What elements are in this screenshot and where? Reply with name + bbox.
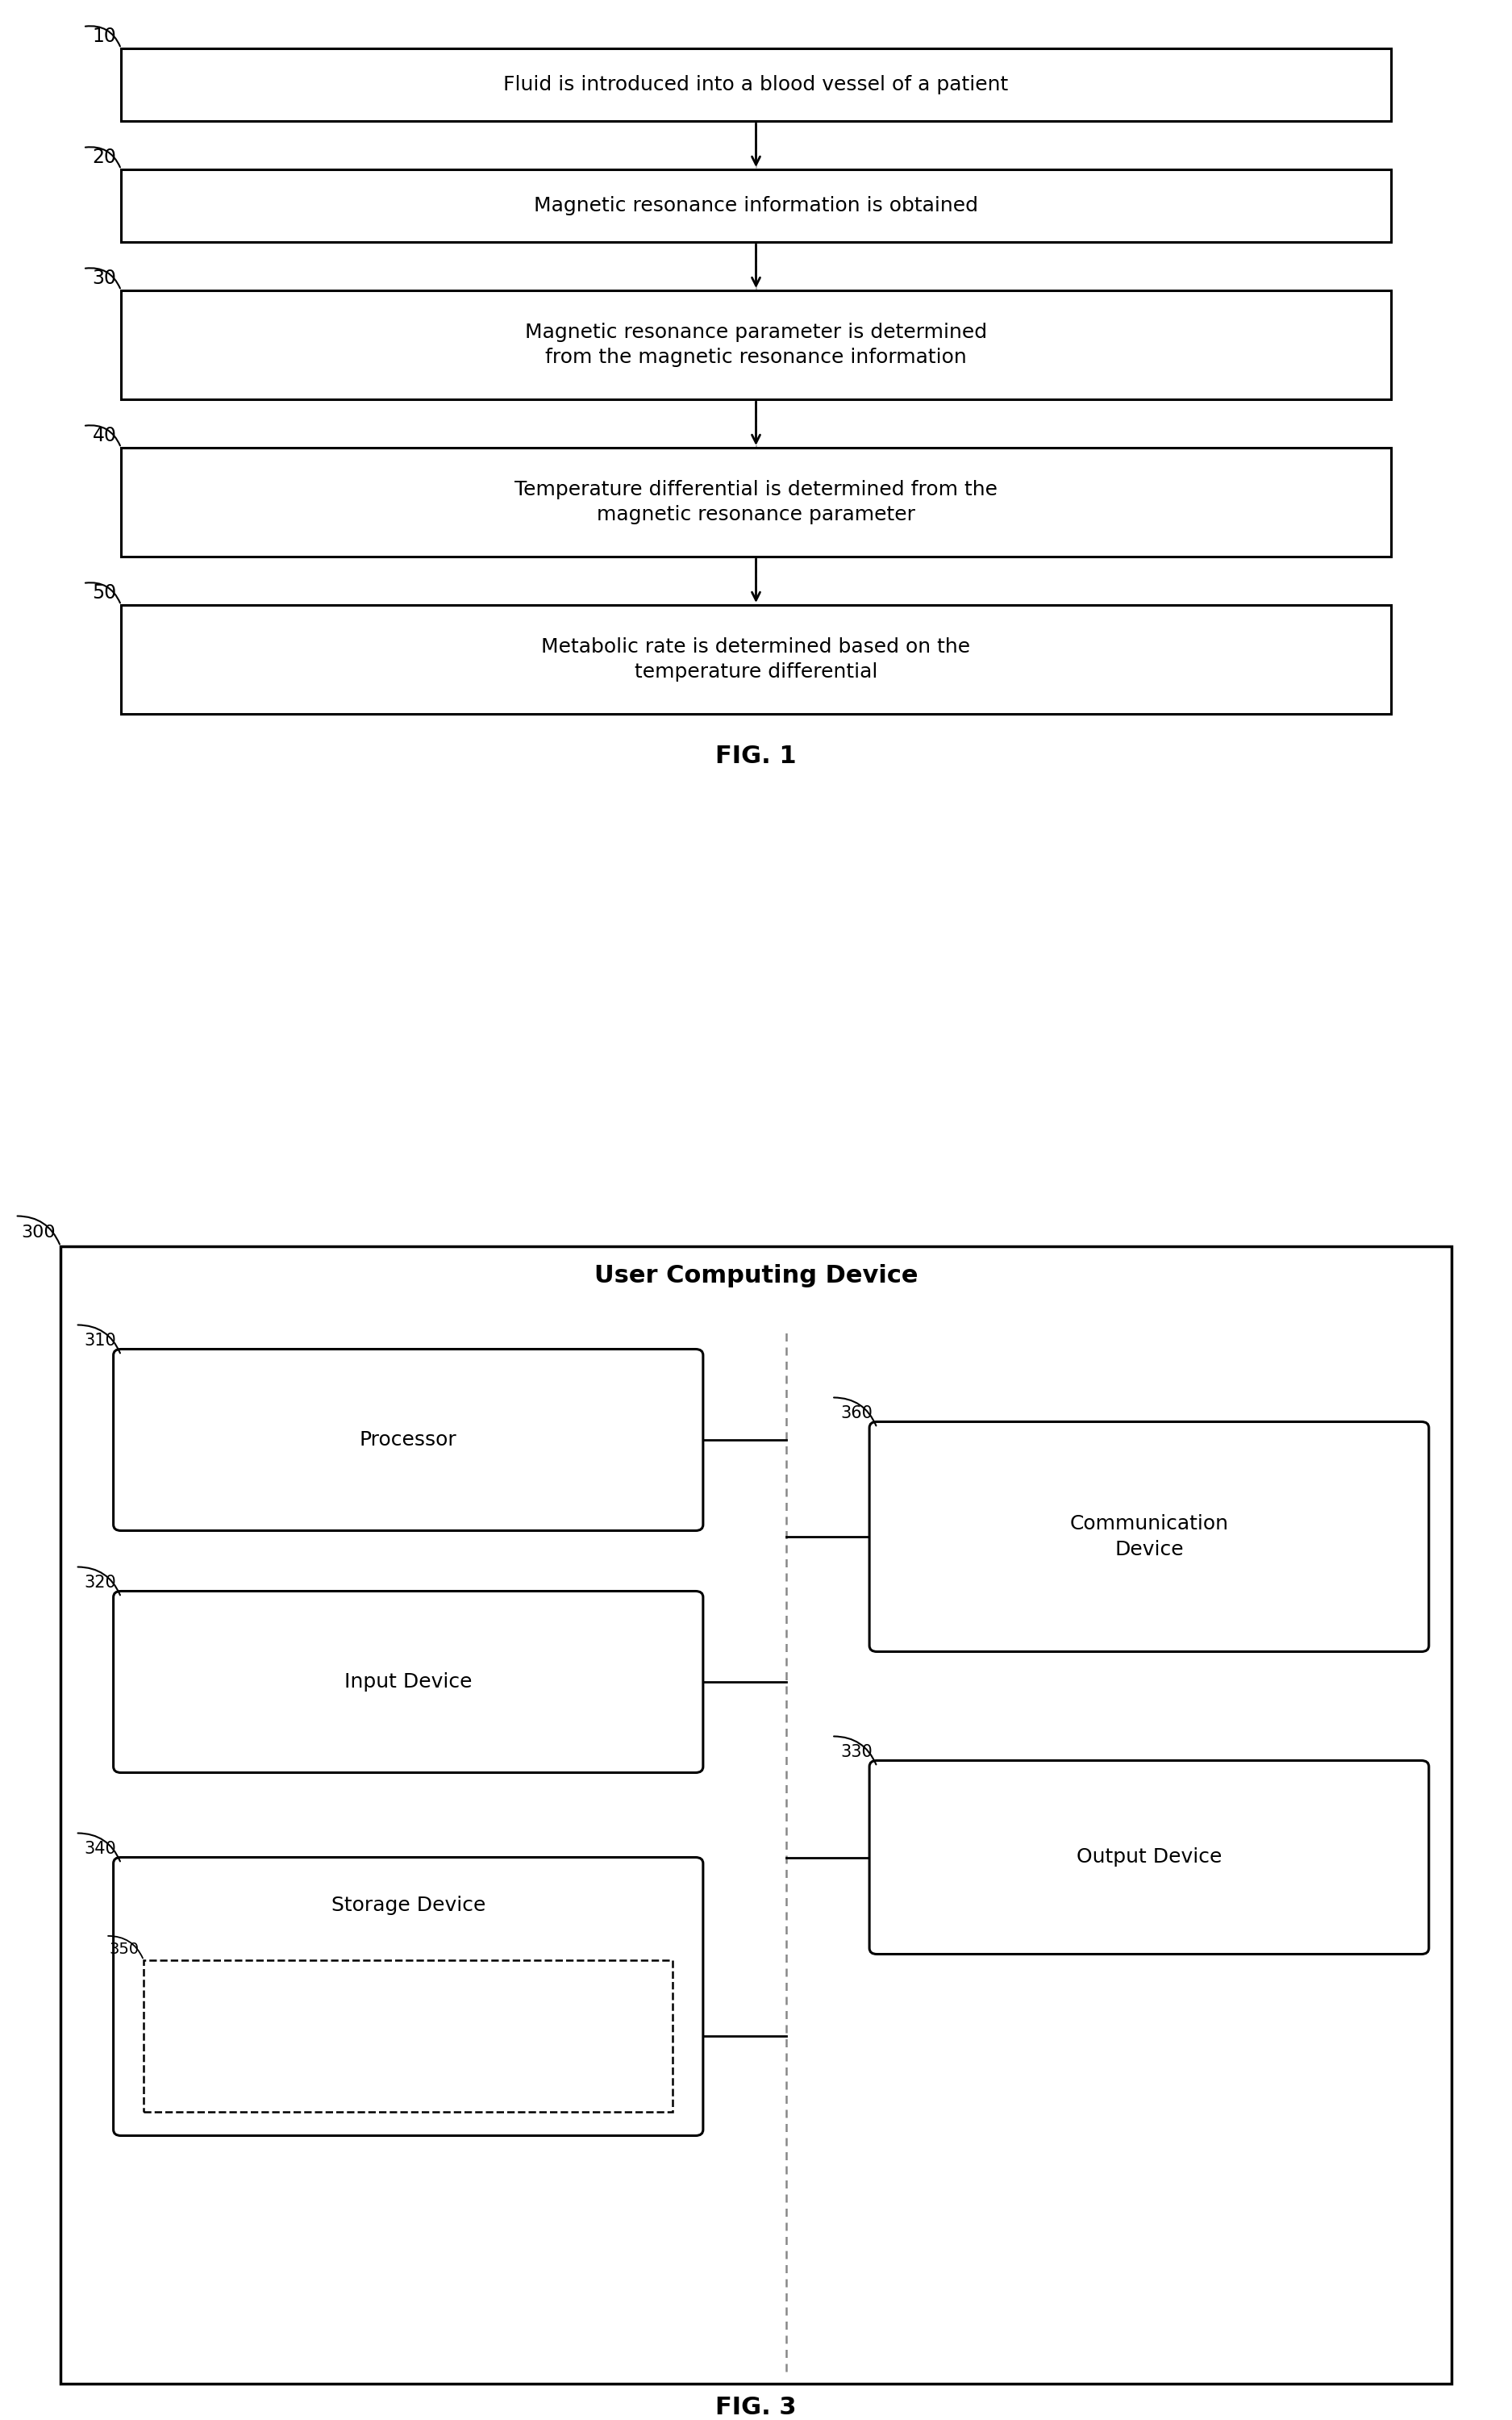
FancyBboxPatch shape <box>113 1592 703 1771</box>
Text: Output Device: Output Device <box>1077 1849 1222 1868</box>
Text: Communication
Device: Communication Device <box>1069 1515 1229 1558</box>
FancyBboxPatch shape <box>869 1423 1429 1650</box>
Text: Client Software: Client Software <box>336 2026 481 2045</box>
Text: FIG. 1: FIG. 1 <box>715 745 797 767</box>
FancyBboxPatch shape <box>113 1350 703 1532</box>
Text: 50: 50 <box>92 583 116 603</box>
Text: Magnetic resonance parameter is determined
from the magnetic resonance informati: Magnetic resonance parameter is determin… <box>525 322 987 368</box>
FancyBboxPatch shape <box>869 1762 1429 1955</box>
FancyBboxPatch shape <box>121 605 1391 714</box>
Text: 20: 20 <box>92 148 116 167</box>
FancyBboxPatch shape <box>144 1960 673 2110</box>
FancyBboxPatch shape <box>121 169 1391 242</box>
FancyBboxPatch shape <box>121 48 1391 121</box>
Text: Storage Device: Storage Device <box>331 1897 485 1917</box>
Text: Input Device: Input Device <box>345 1672 472 1692</box>
Text: FIG. 3: FIG. 3 <box>715 2396 797 2420</box>
Text: 30: 30 <box>92 269 116 288</box>
Text: Fluid is introduced into a blood vessel of a patient: Fluid is introduced into a blood vessel … <box>503 75 1009 94</box>
Text: User Computing Device: User Computing Device <box>594 1263 918 1287</box>
Text: Metabolic rate is determined based on the
temperature differential: Metabolic rate is determined based on th… <box>541 636 971 682</box>
FancyBboxPatch shape <box>60 1246 1452 2384</box>
Text: 40: 40 <box>92 426 116 445</box>
Text: 320: 320 <box>85 1575 116 1592</box>
Text: 10: 10 <box>92 27 116 46</box>
Text: 330: 330 <box>841 1745 872 1762</box>
Text: Temperature differential is determined from the
magnetic resonance parameter: Temperature differential is determined f… <box>514 479 998 525</box>
Text: Magnetic resonance information is obtained: Magnetic resonance information is obtain… <box>534 196 978 215</box>
Text: 340: 340 <box>85 1842 116 1859</box>
FancyBboxPatch shape <box>121 448 1391 557</box>
Text: Processor: Processor <box>360 1430 457 1450</box>
FancyBboxPatch shape <box>113 1859 703 2137</box>
FancyBboxPatch shape <box>121 290 1391 399</box>
Text: 300: 300 <box>21 1225 56 1239</box>
Text: 350: 350 <box>109 1941 139 1955</box>
Text: 310: 310 <box>85 1333 116 1350</box>
Text: 360: 360 <box>841 1406 872 1423</box>
